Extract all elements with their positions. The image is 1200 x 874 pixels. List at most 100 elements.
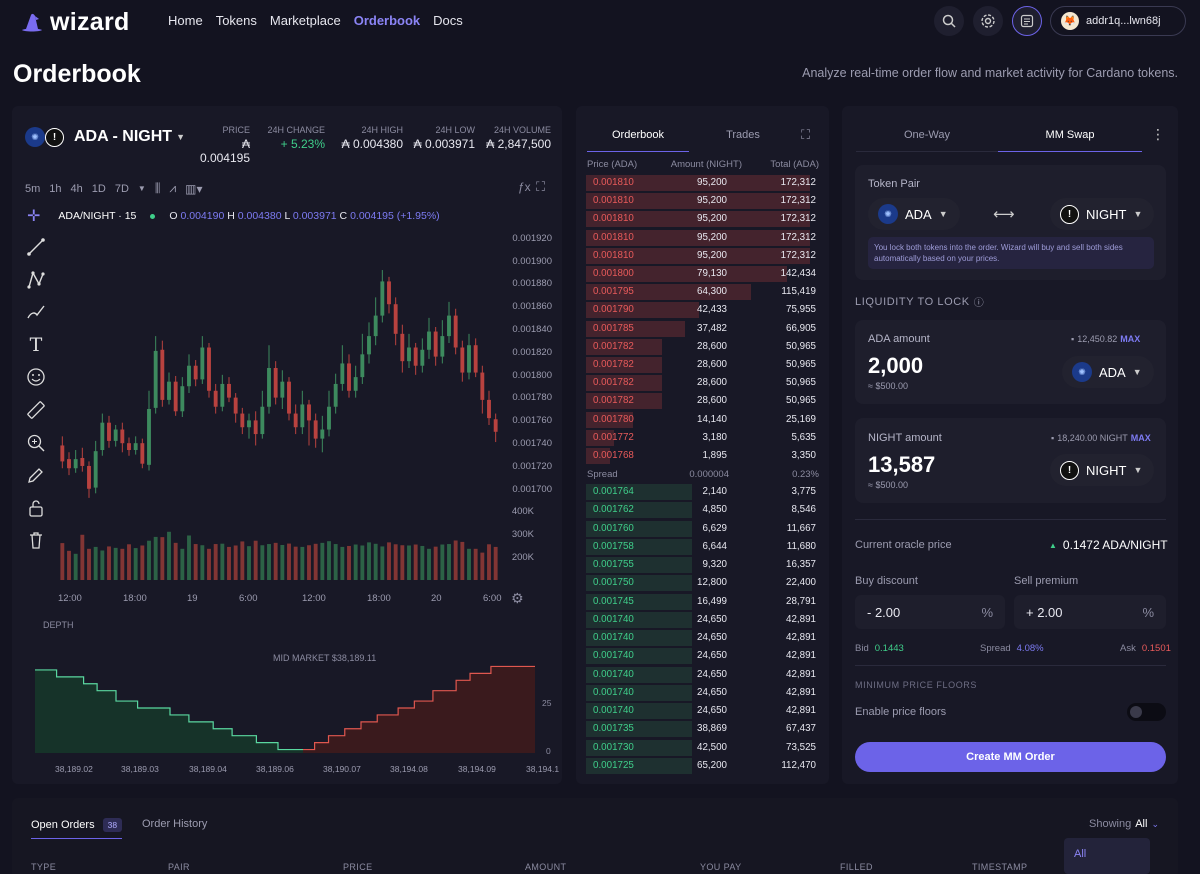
emoji-icon[interactable] (25, 366, 47, 388)
wallet-button[interactable]: 🦊 addr1q...lwn68j (1050, 6, 1186, 36)
trendline-icon[interactable] (25, 236, 47, 258)
col-amount[interactable]: AMOUNT (525, 862, 567, 872)
buy-discount-input[interactable]: - 2.00 % (855, 595, 1005, 629)
info-icon[interactable]: ⓘ (973, 298, 985, 309)
zoom-in-icon[interactable] (25, 432, 47, 454)
tab-one-way[interactable]: One-Way (856, 122, 998, 152)
bid-row[interactable]: 0.001730 42,500 73,525 (586, 739, 822, 757)
settings-button[interactable] (973, 6, 1003, 36)
candle-type-icon[interactable]: ⫼ (154, 181, 161, 195)
ask-row[interactable]: 0.001810 95,200 172,312 (586, 192, 822, 210)
ask-row[interactable]: 0.001782 28,600 50,965 (586, 392, 822, 410)
tab-orderbook[interactable]: Orderbook (587, 122, 689, 152)
ask-row[interactable]: 0.001800 79,130 142,434 (586, 265, 822, 283)
tab-order-history[interactable]: Order History (142, 818, 208, 830)
bid-row[interactable]: 0.001750 12,800 22,400 (586, 574, 822, 592)
ask-row[interactable]: 0.001782 28,600 50,965 (586, 374, 822, 392)
chevron-down-icon[interactable]: ▼ (137, 184, 146, 193)
ask-row[interactable]: 0.001790 42,433 75,955 (586, 301, 822, 319)
activity-button[interactable] (1012, 6, 1042, 36)
lock-icon[interactable] (25, 497, 47, 519)
crosshair-icon[interactable]: ✛ (27, 208, 41, 225)
showing-dropdown-option[interactable]: All (1064, 838, 1150, 874)
bid-row[interactable]: 0.001764 2,140 3,775 (586, 483, 822, 501)
bid-row[interactable]: 0.001762 4,850 8,546 (586, 501, 822, 519)
ada-token-select[interactable]: ✺ ADA ▼ (1062, 356, 1154, 388)
bid-row[interactable]: 0.001740 24,650 42,891 (586, 702, 822, 720)
bid-row[interactable]: 0.001740 24,650 42,891 (586, 647, 822, 665)
bid-row[interactable]: 0.001755 9,320 16,357 (586, 556, 822, 574)
trash-icon[interactable] (25, 529, 47, 551)
ruler-icon[interactable] (25, 399, 47, 421)
nav-home[interactable]: Home (168, 13, 203, 28)
tf-1h[interactable]: 1h (49, 182, 62, 195)
ada-max-button[interactable]: MAX (1120, 334, 1141, 344)
ask-amount: 95,200 (697, 177, 727, 188)
formula-icon[interactable]: ƒx (518, 180, 531, 194)
tf-5m[interactable]: 5m (25, 182, 41, 195)
chart-settings-icon[interactable]: ⚙ (511, 590, 524, 606)
more-icon[interactable]: ⋮ (1151, 126, 1165, 142)
col-price[interactable]: PRICE (343, 862, 373, 872)
token-a-label: ADA (905, 206, 932, 222)
bid-row[interactable]: 0.001745 16,499 28,791 (586, 593, 822, 611)
col-filled[interactable]: FILLED (840, 862, 873, 872)
depth-chart[interactable] (35, 663, 535, 756)
tf-7d[interactable]: 7D (114, 182, 129, 195)
bid-row[interactable]: 0.001735 38,869 67,437 (586, 720, 822, 738)
expand-icon[interactable]: ⛶ (801, 127, 811, 142)
ask-row[interactable]: 0.001810 95,200 172,312 (586, 247, 822, 265)
pattern-icon[interactable] (25, 269, 47, 291)
showing-filter[interactable]: Showing All ⌄ (1089, 818, 1159, 830)
col-timestamp[interactable]: TIMESTAMP (972, 862, 1028, 872)
bid-row[interactable]: 0.001758 6,644 11,680 (586, 538, 822, 556)
ask-row[interactable]: 0.001780 14,140 25,169 (586, 411, 822, 429)
night-token-select[interactable]: ! NIGHT ▼ (1050, 454, 1155, 486)
token-a-select[interactable]: ✺ ADA ▼ (868, 198, 960, 230)
ask-row[interactable]: 0.001782 28,600 50,965 (586, 356, 822, 374)
nav-tokens[interactable]: Tokens (215, 13, 257, 28)
bid-row[interactable]: 0.001740 24,650 42,891 (586, 666, 822, 684)
ask-row[interactable]: 0.001810 95,200 172,312 (586, 174, 822, 192)
night-max-button[interactable]: MAX (1130, 433, 1151, 443)
nav-marketplace[interactable]: Marketplace (269, 13, 341, 28)
tab-open-orders[interactable]: Open Orders 38 (31, 818, 123, 839)
ask-row[interactable]: 0.001810 95,200 172,312 (586, 229, 822, 247)
tf-1d[interactable]: 1D (91, 182, 106, 195)
bid-row[interactable]: 0.001760 6,629 11,667 (586, 520, 822, 538)
logo[interactable]: wizard (20, 8, 130, 37)
search-button[interactable] (934, 6, 964, 36)
indicator-icon[interactable]: ⩘ (169, 181, 177, 195)
bid-row[interactable]: 0.001740 24,650 42,891 (586, 611, 822, 629)
pair-selector[interactable]: ✺ ! ADA - NIGHT ▼ (25, 127, 185, 147)
bid-row[interactable]: 0.001740 24,650 42,891 (586, 684, 822, 702)
ask-row[interactable]: 0.001782 28,600 50,965 (586, 338, 822, 356)
nav-docs[interactable]: Docs (433, 13, 463, 28)
ask-row[interactable]: 0.001768 1,895 3,350 (586, 447, 822, 465)
brush-icon[interactable] (25, 301, 47, 323)
ask-row[interactable]: 0.001810 95,200 172,312 (586, 210, 822, 228)
sell-premium-input[interactable]: + 2.00 % (1014, 595, 1166, 629)
bid-row[interactable]: 0.001725 65,200 112,470 (586, 757, 822, 775)
nav-orderbook[interactable]: Orderbook (353, 13, 421, 28)
bid-row[interactable]: 0.001740 24,650 42,891 (586, 629, 822, 647)
ask-row[interactable]: 0.001795 64,300 115,419 (586, 283, 822, 301)
bar-chart-icon[interactable]: ▥▾ (185, 181, 203, 196)
create-mm-order-button[interactable]: Create MM Order (855, 742, 1166, 772)
col-you-pay[interactable]: YOU PAY (700, 862, 742, 872)
ask-total: 3,350 (791, 450, 816, 461)
ada-amount-input[interactable]: 2,000 (868, 353, 924, 378)
price-chart[interactable] (55, 225, 505, 585)
ask-amount: 14,140 (697, 413, 727, 425)
tab-trades[interactable]: Trades (726, 129, 760, 141)
night-amount-input[interactable]: 13,587 (868, 452, 936, 477)
text-tool-icon[interactable]: T (29, 333, 43, 356)
ask-row[interactable]: 0.001785 37,482 66,905 (586, 320, 822, 338)
ask-row[interactable]: 0.001772 3,180 5,635 (586, 429, 822, 447)
token-b-select[interactable]: ! NIGHT ▼ (1050, 198, 1155, 230)
pencil-lock-icon[interactable] (25, 464, 47, 486)
fullscreen-icon[interactable]: ⛶ (536, 179, 546, 194)
tf-4h[interactable]: 4h (70, 182, 83, 195)
tab-mm-swap[interactable]: MM Swap (998, 122, 1142, 152)
floors-toggle[interactable] (1127, 703, 1166, 721)
